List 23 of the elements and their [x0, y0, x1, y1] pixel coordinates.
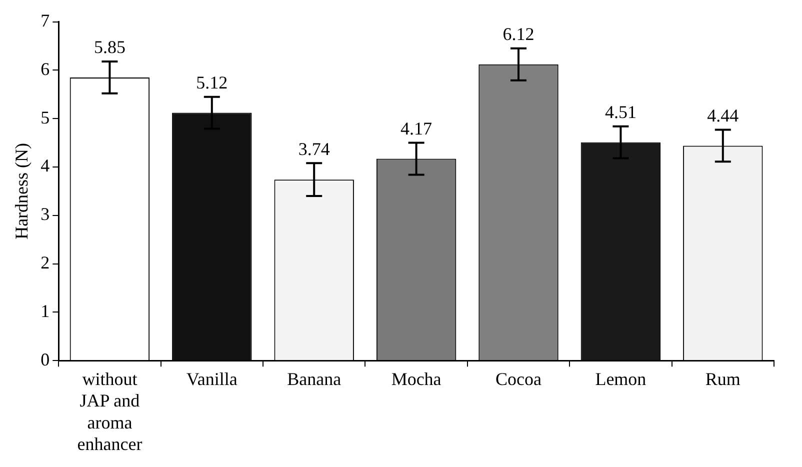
- data-label: 5.85: [94, 37, 126, 58]
- y-tick-label: 5: [40, 107, 50, 128]
- y-tick-label: 4: [40, 156, 50, 176]
- data-label: 4.44: [707, 105, 739, 126]
- y-tick-label: 1: [40, 300, 50, 321]
- data-label: 5.12: [196, 72, 228, 93]
- y-tick-label: 3: [40, 204, 50, 224]
- data-label: 6.12: [502, 24, 534, 44]
- x-tick-label: without JAP and aroma enhancer: [77, 369, 142, 454]
- data-label: 4.51: [604, 102, 636, 122]
- x-tick-label: Vanilla: [186, 369, 238, 390]
- y-tick-label: 2: [40, 252, 50, 273]
- y-axis-title: Hardness (N): [12, 142, 32, 240]
- x-tick-label: Mocha: [391, 369, 442, 390]
- y-tick-label: 0: [40, 349, 50, 370]
- x-tick-label: Rum: [705, 369, 740, 390]
- data-label: 4.17: [400, 118, 432, 139]
- x-tick-label: Lemon: [595, 369, 646, 390]
- x-tick-label: Cocoa: [496, 369, 542, 390]
- x-tick-label: Banana: [287, 369, 342, 390]
- data-label: 3.74: [298, 138, 330, 159]
- y-tick-label: 7: [40, 10, 50, 31]
- y-tick-label: 6: [40, 58, 50, 79]
